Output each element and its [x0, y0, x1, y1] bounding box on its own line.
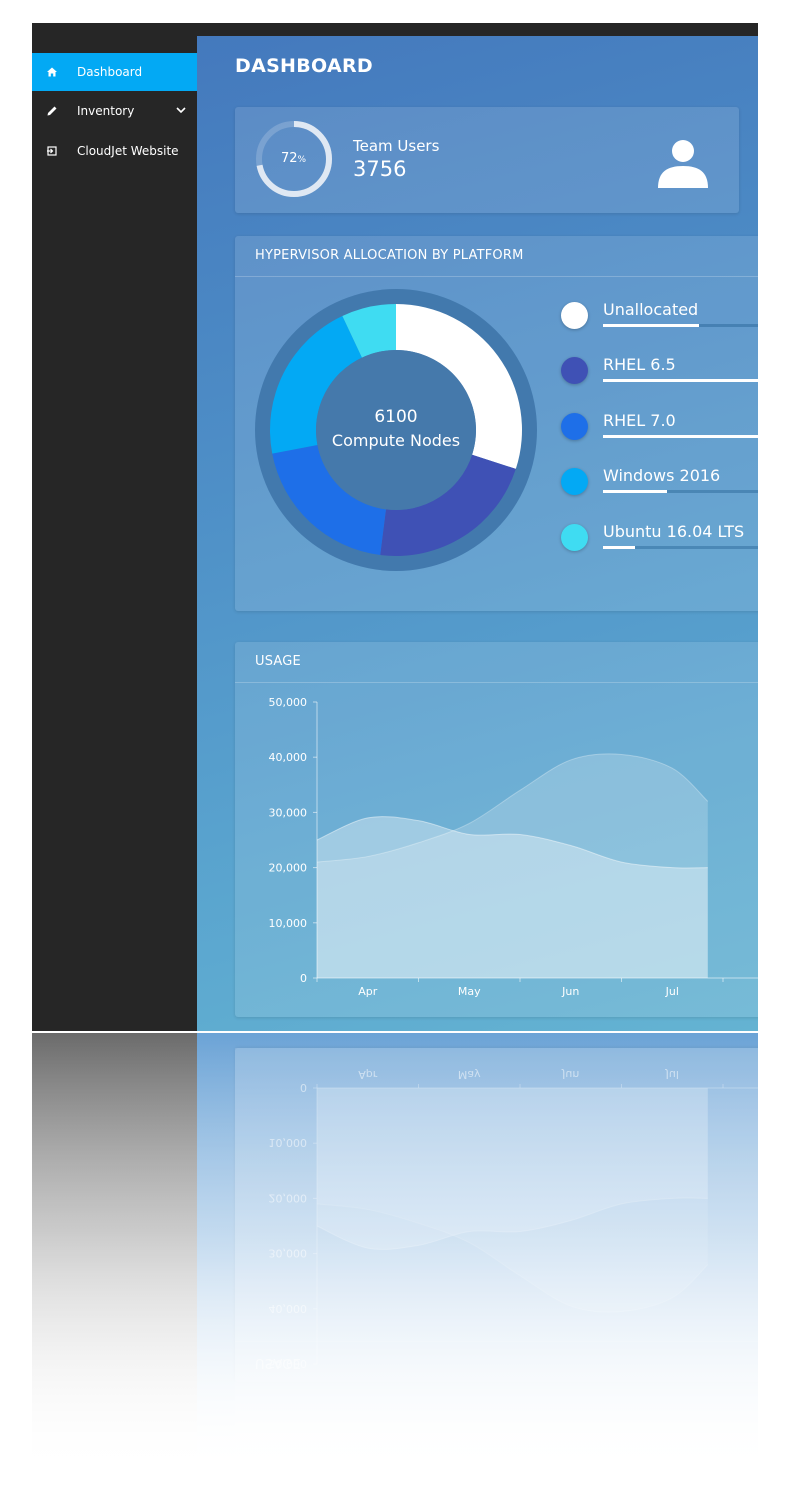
line-series-1 [316, 753, 709, 863]
legend-item-rhel-65: RHEL 6.5 [561, 349, 758, 389]
main-content: DASHBOARD 72% Team Users 3756 HYPERVISOR… [197, 36, 758, 1031]
home-icon [43, 63, 61, 81]
hypervisor-allocation-card: HYPERVISOR ALLOCATION BY PLATFORM 6100 C… [235, 236, 758, 611]
top-bar [197, 23, 758, 36]
legend-bar-fill [603, 490, 667, 493]
usage-card: USAGE 0 10,000 20,000 30,000 40,000 50,000 Apr… [235, 642, 758, 1017]
legend-dot [561, 468, 588, 495]
user-icon [658, 140, 708, 188]
legend-bar-fill [603, 435, 758, 438]
gauge-percent: 72% [281, 151, 306, 166]
legend-label: Ubuntu 16.04 LTS [603, 522, 745, 541]
y-tick-label: 30,000 [269, 806, 308, 819]
sign-in-icon [43, 142, 61, 160]
hypervisor-title: HYPERVISOR ALLOCATION BY PLATFORM [255, 248, 524, 263]
donut-center-label: Compute Nodes [332, 431, 460, 450]
sidebar-item-cloudjet-website[interactable]: CloudJet Website [32, 132, 197, 170]
legend-item-unallocated: Unallocated [561, 294, 758, 334]
card-header: HYPERVISOR ALLOCATION BY PLATFORM [235, 236, 758, 277]
legend-bar [603, 546, 758, 549]
donut-slice [396, 304, 522, 469]
usage-title: USAGE [255, 654, 301, 669]
chevron-down-icon[interactable] [175, 104, 187, 119]
legend-dot [561, 357, 588, 384]
gauge-percent-sign: % [297, 155, 307, 165]
app-window: Dashboard Inventory CloudJet Website DAS… [32, 23, 758, 1031]
legend-bar [603, 435, 758, 438]
y-tick-label: 10,000 [269, 917, 308, 930]
pencil-icon [43, 102, 61, 120]
sidebar-item-dashboard[interactable]: Dashboard [32, 53, 197, 91]
team-users-card: 72% Team Users 3756 [235, 107, 739, 213]
legend-dot [561, 302, 588, 329]
gauge-value: 72 [281, 151, 298, 166]
line-series-2 [316, 816, 708, 869]
donut-center [316, 350, 476, 510]
legend-label: Windows 2016 [603, 466, 721, 485]
x-tick-label: May [458, 985, 481, 998]
area-series-2 [317, 816, 708, 978]
sidebar-item-label: CloudJet Website [77, 144, 179, 158]
legend-label: RHEL 6.5 [603, 355, 676, 374]
legend-bar [603, 324, 758, 327]
legend-item-windows-2016: Windows 2016 [561, 460, 758, 500]
legend-label: Unallocated [603, 300, 699, 319]
x-tick-label: Apr [358, 985, 378, 998]
card-header: USAGE [235, 642, 758, 683]
legend-bar-fill [603, 546, 635, 549]
donut-slice [380, 454, 516, 556]
y-tick-label: 50,000 [269, 696, 308, 709]
sidebar: Dashboard Inventory CloudJet Website [32, 23, 197, 1031]
y-tick-label: 40,000 [269, 751, 308, 764]
y-tick-label: 0 [300, 972, 307, 985]
legend-bar [603, 490, 758, 493]
platform-donut-chart: 6100 Compute Nodes [255, 289, 537, 571]
donut-slice [272, 444, 386, 556]
legend-dot [561, 413, 588, 440]
donut-slice [270, 315, 362, 454]
sidebar-item-label: Inventory [77, 104, 135, 118]
sidebar-item-inventory[interactable]: Inventory [32, 92, 197, 130]
legend-bar [603, 379, 758, 382]
screenshot-reflection: USAGE 010,00020,00030,00040,00050,000Apr… [32, 1033, 758, 1473]
x-tick-label: Jul [665, 985, 679, 998]
legend-label: RHEL 7.0 [603, 411, 676, 430]
progress-gauge [256, 121, 332, 197]
legend-dot [561, 524, 588, 551]
team-users-label: Team Users [353, 137, 440, 155]
y-tick-label: 20,000 [269, 862, 308, 875]
page-title: DASHBOARD [235, 55, 373, 77]
usage-area-chart: 0 10,000 20,000 30,000 40,000 50,000 Apr May Jun… [269, 696, 758, 998]
legend-item-rhel-70: RHEL 7.0 [561, 405, 758, 445]
x-tick-label: Jun [561, 985, 579, 998]
legend-item-ubuntu-1604: Ubuntu 16.04 LTS [561, 516, 758, 556]
team-users-count: 3756 [353, 157, 407, 181]
donut-slice [342, 304, 396, 358]
legend-bar-fill [603, 324, 699, 327]
legend-bar-fill [603, 379, 758, 382]
sidebar-item-label: Dashboard [77, 65, 143, 79]
donut-center-value: 6100 [374, 407, 417, 427]
area-series-1 [317, 753, 708, 978]
